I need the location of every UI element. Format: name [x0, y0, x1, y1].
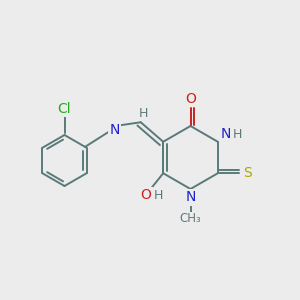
Text: Cl: Cl — [58, 102, 71, 116]
Text: H: H — [232, 128, 242, 141]
Text: N: N — [185, 190, 196, 204]
Text: O: O — [185, 92, 196, 106]
Text: S: S — [243, 166, 252, 180]
Text: O: O — [141, 188, 152, 202]
Text: CH₃: CH₃ — [180, 212, 201, 226]
Text: H: H — [139, 107, 148, 120]
Text: N: N — [221, 127, 231, 141]
Text: H: H — [154, 189, 164, 202]
Text: N: N — [109, 123, 119, 137]
